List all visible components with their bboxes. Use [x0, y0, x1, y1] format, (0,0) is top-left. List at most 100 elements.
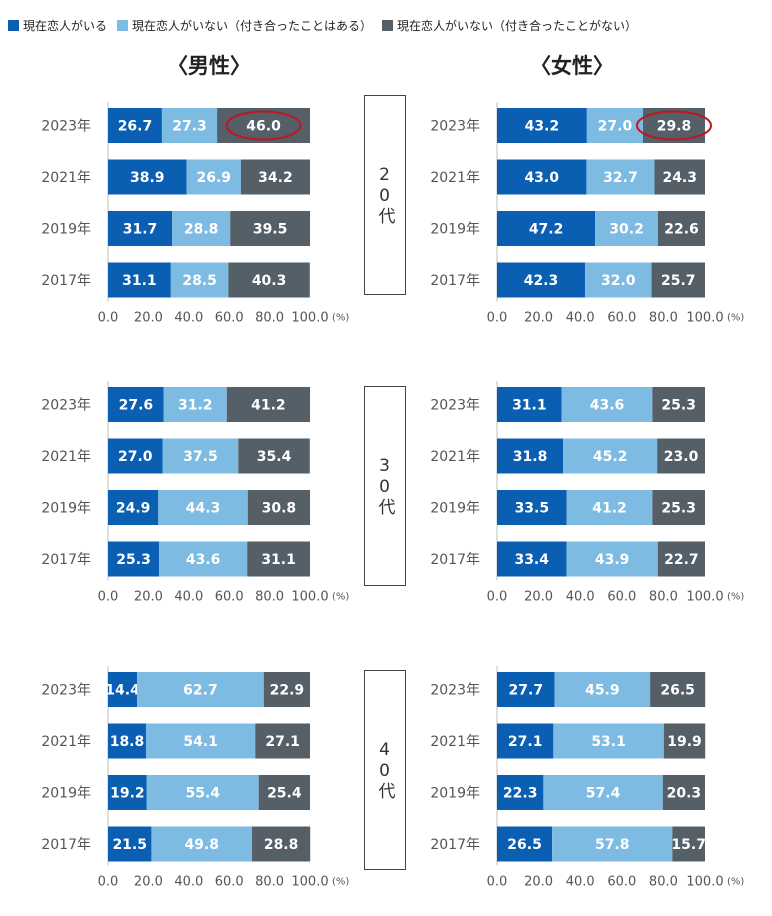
- chart-3-data-label: 41.2: [592, 501, 627, 517]
- chart-1-bar-segment: [584, 262, 652, 298]
- chart-0-unit-label: (%): [332, 313, 349, 324]
- chart-5-data-label: 19.9: [667, 734, 702, 750]
- chart-0-bar-segment: [161, 108, 218, 143]
- chart-5-bar-segment: [497, 672, 555, 707]
- chart-5-x-tick-label: 20.0: [524, 875, 553, 890]
- chart-3-x-tick-label: 20.0: [524, 590, 553, 605]
- chart-4-bar-segment: [108, 672, 138, 707]
- chart-0-bar-segment: [108, 211, 173, 246]
- chart-4-bar-segment: [151, 826, 253, 862]
- chart-1-data-label: 29.8: [657, 119, 692, 135]
- chart-5-data-label: 27.1: [508, 734, 543, 750]
- chart-5-bar-segment: [497, 826, 553, 862]
- legend-swatch-has-partner: [8, 19, 19, 31]
- chart-4-data-label: 62.7: [183, 683, 218, 699]
- chart-4-bar-segment: [137, 672, 264, 707]
- chart-1-x-tick-label: 80.0: [649, 311, 678, 326]
- chart-4-bar-segment: [255, 723, 310, 759]
- chart-4-bar-segment: [108, 723, 146, 759]
- chart-0-data-label: 38.9: [130, 170, 165, 186]
- chart-2-category-label: 2023年: [41, 398, 91, 414]
- chart-2-x-tick-label: 60.0: [215, 590, 244, 605]
- chart-1-bar-segment: [651, 262, 705, 298]
- chart-4-x-tick-label: 20.0: [134, 875, 163, 890]
- chart-1-category-label: 2017年: [430, 273, 480, 289]
- chart-5-data-label: 27.7: [509, 683, 544, 699]
- chart-5-unit-label: (%): [727, 877, 744, 888]
- chart-3-data-label: 25.3: [661, 398, 696, 414]
- chart-1-bar-segment: [654, 159, 705, 195]
- chart-4-data-label: 55.4: [185, 786, 220, 802]
- chart-2-data-label: 35.4: [257, 449, 292, 465]
- chart-1-bar-segment: [497, 159, 587, 195]
- chart-1-data-label: 32.0: [601, 273, 636, 289]
- chart-0-x-tick-label: 80.0: [255, 311, 284, 326]
- chart-0-bar-segment: [108, 108, 162, 143]
- chart-3-bar-segment: [652, 387, 705, 422]
- chart-1-x-tick-label: 100.0: [686, 311, 723, 326]
- chart-5-data-label: 20.3: [667, 786, 702, 802]
- chart-0-data-label: 26.9: [196, 170, 231, 186]
- age-box-30s: 30代: [364, 386, 406, 586]
- chart-2-category-label: 2021年: [41, 449, 91, 465]
- chart-5-data-label: 53.1: [591, 734, 626, 750]
- chart-3-data-label: 43.9: [595, 552, 630, 568]
- chart-2-data-label: 31.1: [261, 552, 296, 568]
- chart-3-bar-segment: [497, 387, 562, 422]
- chart-1-x-tick-label: 0.0: [487, 311, 508, 326]
- chart-3-bar-segment: [497, 438, 564, 474]
- chart-0-category-label: 2017年: [41, 273, 91, 289]
- chart-2-bar-segment: [226, 387, 310, 422]
- legend-label-has-partner: 現在恋人がいる: [23, 18, 108, 33]
- chart-2-bar-segment: [108, 490, 159, 525]
- chart-0-data-label: 39.5: [253, 222, 288, 238]
- chart-1-data-label: 43.2: [525, 119, 560, 135]
- chart-3-data-label: 25.3: [661, 501, 696, 517]
- chart-5-data-label: 26.5: [507, 837, 542, 853]
- chart-3-data-label: 33.5: [515, 501, 550, 517]
- chart-2-data-label: 24.9: [116, 501, 151, 517]
- chart-5-bar-segment: [552, 826, 673, 862]
- chart-1-bar-segment: [586, 108, 644, 143]
- chart-4-bar-segment: [145, 723, 256, 759]
- legend: 現在恋人がいる 現在恋人がいない（付き合ったことはある） 現在恋人がいない（付き…: [8, 14, 647, 36]
- chart-5-bar-segment: [543, 775, 663, 810]
- chart-0-x-tick-label: 60.0: [215, 311, 244, 326]
- chart-3-x-tick-label: 0.0: [487, 590, 508, 605]
- chart-5-data-label: 57.4: [586, 786, 621, 802]
- chart-0-data-label: 26.7: [118, 119, 153, 135]
- chart-2-data-label: 37.5: [183, 449, 218, 465]
- chart-5-x-tick-label: 60.0: [607, 875, 636, 890]
- chart-0-bar-segment: [186, 159, 241, 195]
- legend-item-never-dated: 現在恋人がいない（付き合ったことがない）: [382, 17, 637, 34]
- chart-5-bar-segment: [662, 775, 705, 810]
- chart-3-data-label: 33.4: [514, 552, 549, 568]
- chart-4-category-label: 2021年: [41, 734, 91, 750]
- chart-3-bar-segment: [561, 387, 653, 422]
- chart-0-bar-segment: [230, 211, 310, 246]
- chart-1-data-label: 30.2: [609, 222, 644, 238]
- chart-5-bar-segment: [553, 723, 664, 759]
- chart-1-category-label: 2023年: [430, 119, 480, 135]
- chart-3-x-tick-label: 40.0: [566, 590, 595, 605]
- chart-0-category-label: 2023年: [41, 119, 91, 135]
- chart-1-bar-segment: [497, 262, 585, 298]
- chart-4-data-label: 14.4: [105, 683, 140, 699]
- chart-5-x-tick-label: 100.0: [686, 875, 723, 890]
- chart-0-data-label: 28.5: [182, 273, 217, 289]
- chart-3-bar-segment: [497, 490, 567, 525]
- chart-5-data-label: 26.5: [660, 683, 695, 699]
- chart-3-data-label: 45.2: [593, 449, 628, 465]
- chart-3-data-label: 23.0: [664, 449, 699, 465]
- chart-2-x-tick-label: 0.0: [98, 590, 119, 605]
- chart-2-data-label: 41.2: [251, 398, 286, 414]
- chart-1-bar-segment: [586, 159, 655, 195]
- chart-2-data-label: 27.0: [118, 449, 153, 465]
- chart-2-x-tick-label: 100.0: [291, 590, 328, 605]
- chart-0-bar-segment: [170, 262, 229, 298]
- chart-0-bar-segment: [172, 211, 231, 246]
- legend-label-never-dated: 現在恋人がいない（付き合ったことがない）: [397, 18, 638, 33]
- chart-4-x-tick-label: 60.0: [215, 875, 244, 890]
- chart-4-category-label: 2017年: [41, 837, 91, 853]
- chart-1-highlight-circle: [636, 110, 712, 141]
